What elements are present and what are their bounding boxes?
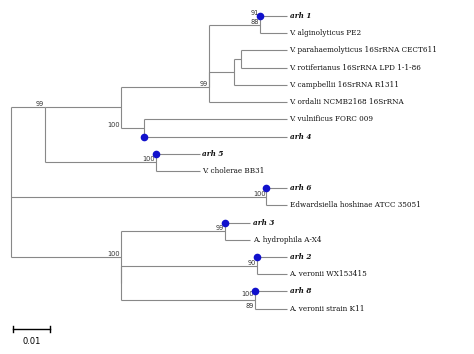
Text: arh 8: arh 8	[290, 287, 311, 296]
Text: arh 3: arh 3	[253, 219, 274, 227]
Text: V. rotiferianus 16SrRNA LPD 1-1-86: V. rotiferianus 16SrRNA LPD 1-1-86	[290, 64, 421, 72]
Text: Edwardsiella hoshinae ATCC 35051: Edwardsiella hoshinae ATCC 35051	[290, 201, 420, 210]
Text: A. hydrophila A-X4: A. hydrophila A-X4	[253, 236, 321, 244]
Text: 100: 100	[241, 291, 254, 297]
Text: arh 6: arh 6	[290, 184, 311, 192]
Text: 89: 89	[246, 303, 254, 309]
Text: 100: 100	[108, 122, 120, 128]
Text: 99: 99	[216, 225, 224, 231]
Text: 100: 100	[253, 191, 265, 197]
Text: 99: 99	[36, 102, 44, 108]
Text: 88: 88	[250, 19, 259, 25]
Text: 100: 100	[108, 251, 120, 257]
Text: 99: 99	[200, 81, 208, 87]
Text: 100: 100	[142, 156, 155, 162]
Text: 90: 90	[248, 260, 256, 266]
Text: V. alginolyticus PE2: V. alginolyticus PE2	[290, 29, 362, 37]
Text: arh 1: arh 1	[290, 12, 311, 20]
Text: A. veronii WX153415: A. veronii WX153415	[290, 270, 367, 278]
Text: A. veronii strain K11: A. veronii strain K11	[290, 305, 365, 313]
Text: V. cholerae BB31: V. cholerae BB31	[202, 167, 264, 175]
Text: 0.01: 0.01	[22, 337, 41, 346]
Text: V. parahaemolyticus 16SrRNA CECT611: V. parahaemolyticus 16SrRNA CECT611	[290, 46, 438, 55]
Text: V. vulnificus FORC 009: V. vulnificus FORC 009	[290, 115, 374, 123]
Text: arh 2: arh 2	[290, 253, 311, 261]
Text: V. ordalii NCMB2168 16SrRNA: V. ordalii NCMB2168 16SrRNA	[290, 98, 404, 106]
Text: arh 5: arh 5	[202, 150, 223, 158]
Text: V. campbellii 16SrRNA R1311: V. campbellii 16SrRNA R1311	[290, 81, 400, 89]
Text: 91: 91	[250, 10, 259, 16]
Text: arh 4: arh 4	[290, 132, 311, 141]
